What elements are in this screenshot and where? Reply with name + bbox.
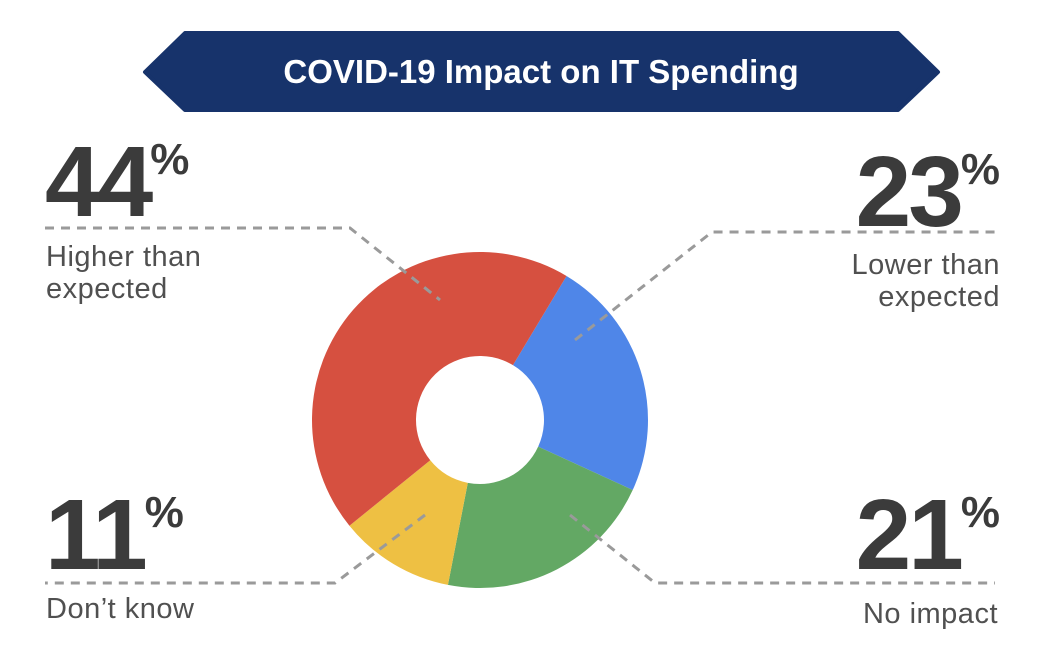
chart-title: COVID-19 Impact on IT Spending (283, 53, 798, 90)
value-lower: 23% (856, 142, 1000, 242)
data-label: 11 (45, 479, 148, 591)
data-label: 21 (855, 479, 964, 591)
percent-sign: % (960, 488, 1000, 537)
value-dont-know: 11% (45, 485, 184, 585)
leader-line-dont-know (45, 513, 426, 585)
value-no-impact: 21% (856, 485, 1000, 585)
title-banner (143, 31, 940, 112)
donut-slice-don-t-know (349, 460, 468, 585)
percent-sign: % (144, 488, 184, 537)
label-no-impact: No impact (862, 598, 998, 630)
leader-line-higher (45, 226, 441, 302)
donut-slice-lower-than-expected (512, 275, 649, 491)
data-label: 44 (45, 126, 153, 238)
percent-sign: % (960, 145, 1000, 194)
donut-slice-no-impact (447, 446, 633, 588)
donut-slice-higher-than-expected (312, 252, 567, 526)
data-label: 23 (855, 136, 964, 248)
percent-sign: % (150, 135, 190, 184)
value-higher: 44% (45, 132, 189, 232)
label-lower: Lower than expected (851, 249, 1000, 313)
label-dont-know: Don’t know (46, 593, 195, 625)
leader-line-no-impact (569, 513, 995, 585)
label-higher: Higher than expected (46, 241, 202, 305)
